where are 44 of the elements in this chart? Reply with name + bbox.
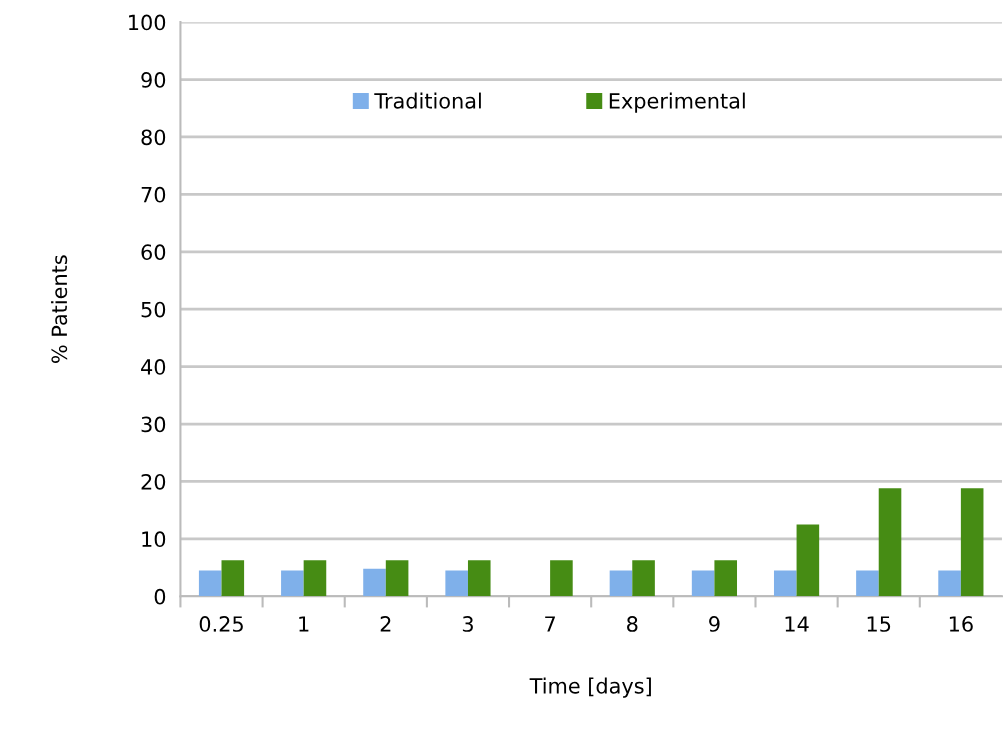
y-tick-label: 70 xyxy=(141,186,166,203)
y-tick-label: 60 xyxy=(141,244,166,261)
bar xyxy=(960,488,984,597)
x-tick-label: 2 xyxy=(380,616,391,632)
bar xyxy=(609,570,633,597)
bar xyxy=(796,524,820,597)
bar xyxy=(938,570,961,597)
x-tick-label: 9 xyxy=(709,616,720,632)
x-tick-label: 15 xyxy=(867,616,891,632)
bar xyxy=(550,560,573,597)
bar xyxy=(198,570,222,597)
x-tick-label: 16 xyxy=(949,616,973,632)
y-tick-label: 0 xyxy=(154,588,166,605)
bar xyxy=(714,560,738,597)
y-tick-label: 80 xyxy=(141,129,166,146)
bar xyxy=(632,560,655,597)
bar xyxy=(303,560,327,597)
legend-label: Traditional xyxy=(374,92,481,109)
bar xyxy=(445,570,468,597)
x-tick-label: 0.25 xyxy=(199,616,243,632)
bar xyxy=(691,570,715,597)
bar xyxy=(221,560,245,597)
y-tick-label: 90 xyxy=(141,72,166,88)
y-tick-label: 10 xyxy=(142,531,166,548)
bar xyxy=(856,570,879,597)
y-tick-label: 30 xyxy=(141,416,166,433)
x-tick-label: 8 xyxy=(627,616,638,632)
bar xyxy=(385,560,409,597)
y-tick-label: 100 xyxy=(129,14,166,31)
y-tick-label: 20 xyxy=(141,473,166,490)
x-tick-label: 3 xyxy=(462,616,473,632)
bar xyxy=(281,570,304,597)
x-tick-label: 1 xyxy=(299,616,309,632)
bar xyxy=(467,560,491,597)
y-tick-label: 40 xyxy=(141,359,166,375)
bar xyxy=(878,488,902,597)
bar xyxy=(363,568,386,597)
y-axis-title: % Patients xyxy=(51,255,68,363)
bar xyxy=(773,570,797,597)
x-axis-title: Time [days] xyxy=(529,677,651,698)
x-tick-label: 14 xyxy=(785,616,809,632)
x-tick-label: 7 xyxy=(545,616,555,632)
legend-label: Experimental xyxy=(609,92,745,113)
y-tick-label: 50 xyxy=(141,301,166,318)
